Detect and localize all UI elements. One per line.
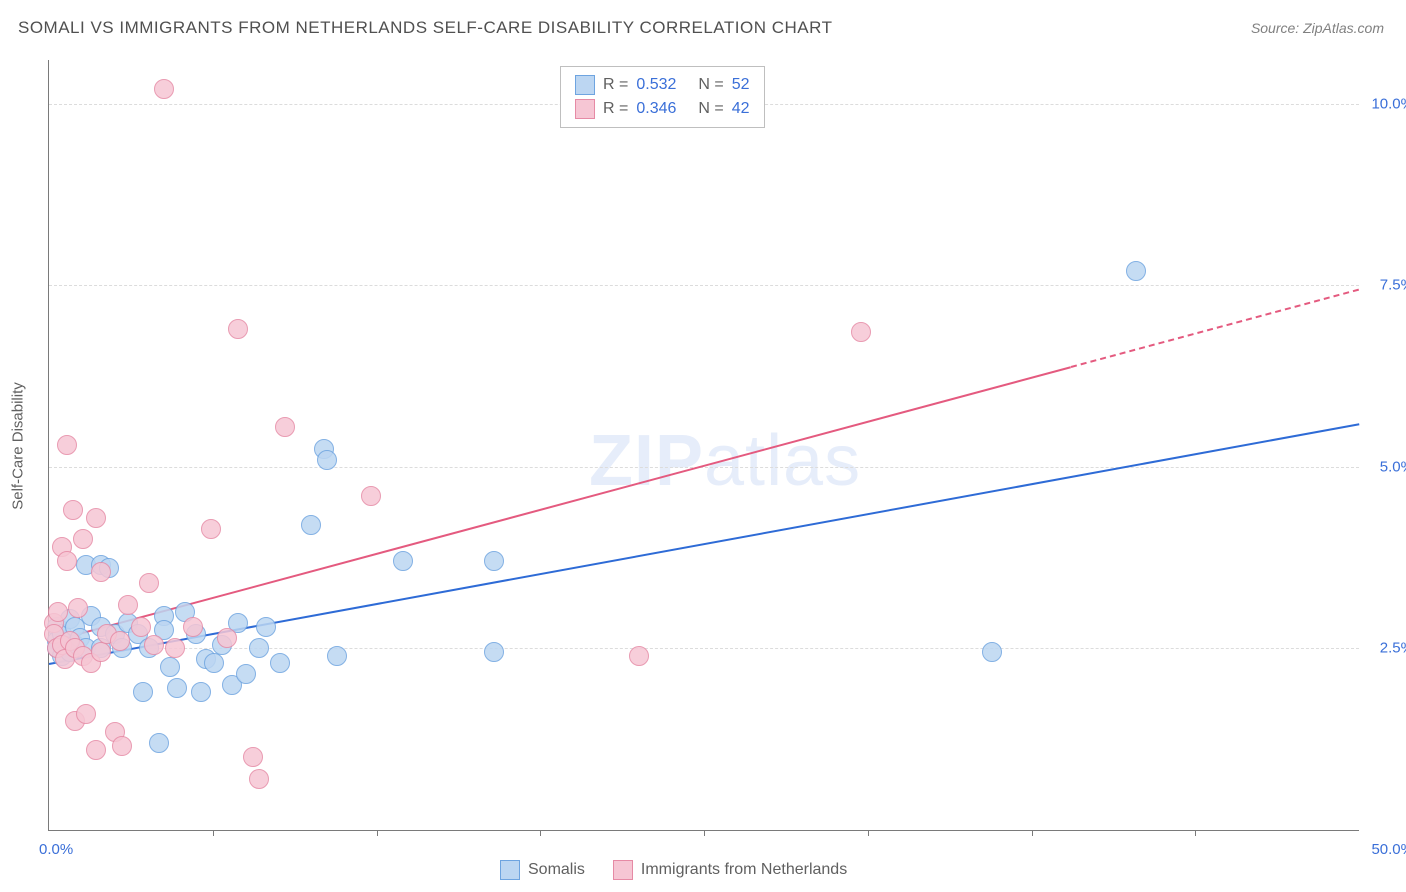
legend-item: Immigrants from Netherlands <box>613 860 847 880</box>
legend-label: Immigrants from Netherlands <box>641 861 847 879</box>
legend-n-value: 52 <box>732 76 750 94</box>
legend-r-label: R = <box>603 100 628 118</box>
scatter-point <box>131 617 151 637</box>
x-tick <box>868 830 869 836</box>
chart-title: SOMALI VS IMMIGRANTS FROM NETHERLANDS SE… <box>18 18 832 38</box>
scatter-point <box>249 769 269 789</box>
x-tick-label: 50.0% <box>1371 841 1406 858</box>
scatter-point <box>327 646 347 666</box>
scatter-point <box>91 562 111 582</box>
scatter-point <box>63 500 83 520</box>
scatter-point <box>57 435 77 455</box>
watermark-atlas: atlas <box>704 421 861 501</box>
legend-n-value: 42 <box>732 100 750 118</box>
x-tick-label: 0.0% <box>39 841 73 858</box>
scatter-point <box>68 598 88 618</box>
scatter-point <box>982 642 1002 662</box>
scatter-point <box>361 486 381 506</box>
scatter-point <box>275 417 295 437</box>
scatter-point <box>57 551 77 571</box>
x-tick <box>1195 830 1196 836</box>
scatter-point <box>317 450 337 470</box>
scatter-point <box>1126 261 1146 281</box>
scatter-point <box>270 653 290 673</box>
scatter-point <box>110 631 130 651</box>
x-tick <box>377 830 378 836</box>
gridline <box>49 285 1359 286</box>
source-attribution: Source: ZipAtlas.com <box>1251 20 1384 36</box>
legend-n-label: N = <box>698 76 723 94</box>
scatter-point <box>154 79 174 99</box>
scatter-point <box>149 733 169 753</box>
scatter-point <box>484 551 504 571</box>
scatter-point <box>236 664 256 684</box>
scatter-point <box>144 635 164 655</box>
scatter-point <box>256 617 276 637</box>
scatter-point <box>139 573 159 593</box>
scatter-point <box>301 515 321 535</box>
series-legend: Somalis Immigrants from Netherlands <box>500 860 847 880</box>
legend-swatch <box>500 860 520 880</box>
legend-item: Somalis <box>500 860 585 880</box>
scatter-point <box>133 682 153 702</box>
y-tick-label: 2.5% <box>1380 640 1406 657</box>
scatter-point <box>393 551 413 571</box>
scatter-point <box>118 595 138 615</box>
scatter-point <box>86 508 106 528</box>
legend-row: R = 0.346 N = 42 <box>575 97 750 121</box>
scatter-point <box>73 529 93 549</box>
scatter-point <box>91 642 111 662</box>
scatter-point <box>243 747 263 767</box>
legend-swatch <box>575 99 595 119</box>
scatter-point <box>851 322 871 342</box>
x-tick <box>540 830 541 836</box>
legend-r-value: 0.532 <box>636 76 676 94</box>
scatter-point <box>228 319 248 339</box>
plot-area: ZIPatlas 2.5%5.0%7.5%10.0%0.0%50.0% <box>48 60 1359 831</box>
legend-row: R = 0.532 N = 52 <box>575 73 750 97</box>
scatter-point <box>165 638 185 658</box>
scatter-point <box>204 653 224 673</box>
correlation-legend: R = 0.532 N = 52 R = 0.346 N = 42 <box>560 66 765 128</box>
gridline <box>49 467 1359 468</box>
legend-swatch <box>613 860 633 880</box>
scatter-point <box>629 646 649 666</box>
legend-label: Somalis <box>528 861 585 879</box>
x-tick <box>1032 830 1033 836</box>
watermark-zip: ZIP <box>589 421 704 501</box>
scatter-point <box>484 642 504 662</box>
scatter-point <box>217 628 237 648</box>
x-tick <box>213 830 214 836</box>
scatter-point <box>191 682 211 702</box>
scatter-point <box>76 704 96 724</box>
scatter-point <box>183 617 203 637</box>
gridline <box>49 648 1359 649</box>
x-tick <box>704 830 705 836</box>
y-tick-label: 10.0% <box>1371 95 1406 112</box>
legend-swatch <box>575 75 595 95</box>
trend-line <box>1071 289 1360 368</box>
legend-r-value: 0.346 <box>636 100 676 118</box>
scatter-point <box>86 740 106 760</box>
scatter-point <box>167 678 187 698</box>
scatter-point <box>201 519 221 539</box>
scatter-point <box>48 602 68 622</box>
scatter-point <box>112 736 132 756</box>
legend-r-label: R = <box>603 76 628 94</box>
y-axis-label: Self-Care Disability <box>10 382 27 510</box>
y-tick-label: 7.5% <box>1380 277 1406 294</box>
scatter-point <box>160 657 180 677</box>
y-tick-label: 5.0% <box>1380 458 1406 475</box>
scatter-point <box>249 638 269 658</box>
legend-n-label: N = <box>698 100 723 118</box>
